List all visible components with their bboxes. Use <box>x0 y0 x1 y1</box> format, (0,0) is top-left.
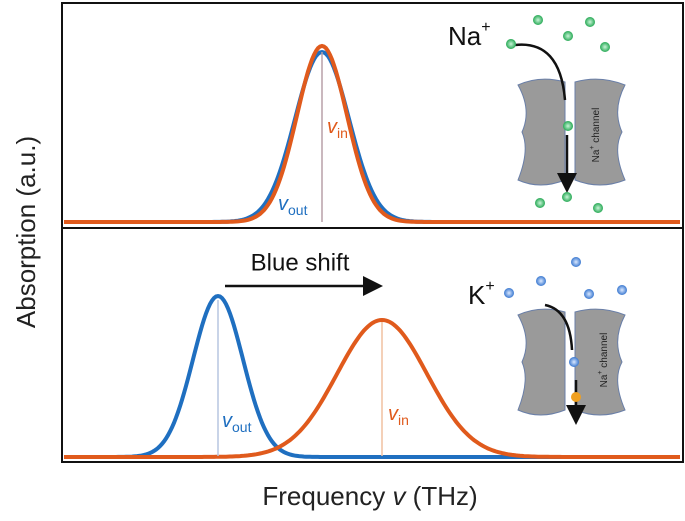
x-axis-label: Frequency v (THz) <box>262 481 477 511</box>
v-in-label: vin <box>327 116 348 140</box>
channel-label: Na+ channel <box>589 108 602 163</box>
curve <box>64 317 680 459</box>
curves <box>64 43 680 459</box>
v-out-label: vout <box>222 410 252 434</box>
ion-label: K+ <box>468 278 495 310</box>
channel-label: Na+ channel <box>597 333 610 388</box>
v-out-label: vout <box>278 193 308 217</box>
ion-label: Na+ <box>448 19 491 51</box>
v-in-label: vin <box>388 403 409 427</box>
channel-icon: Na+ channel <box>506 15 626 213</box>
curve <box>64 43 680 224</box>
panel-frame <box>61 227 684 463</box>
shift-label: Blue shift <box>251 249 350 276</box>
channel-icon: Na+ channel <box>504 257 627 425</box>
y-axis-label: Absorption (a.u.) <box>11 136 41 328</box>
